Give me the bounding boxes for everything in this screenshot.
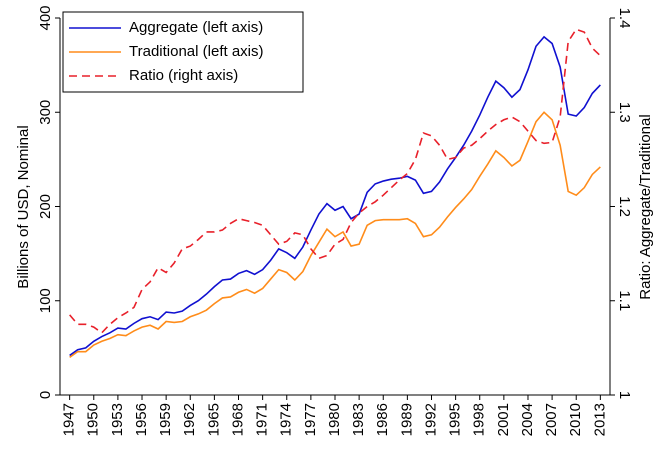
y-tick-label: 200 [37, 194, 54, 219]
y2-tick-label: 1.2 [616, 196, 633, 217]
legend-label: Ratio (right axis) [129, 67, 238, 84]
x-tick-label: 1968 [229, 403, 246, 436]
x-tick-label: 1950 [85, 403, 102, 436]
x-tick-label: 1947 [61, 403, 78, 436]
legend-label: Aggregate (left axis) [129, 19, 263, 36]
x-tick-label: 1983 [350, 403, 367, 436]
series-line [69, 111, 601, 358]
x-tick-label: 1965 [205, 403, 222, 436]
x-tick-label: 1977 [302, 403, 319, 436]
y-tick-label: 0 [37, 391, 54, 399]
x-tick-label: 2001 [495, 403, 512, 436]
y2-tick-label: 1.3 [616, 102, 633, 123]
x-tick-label: 2004 [519, 403, 536, 436]
x-tick-label: 1992 [422, 403, 439, 436]
y-tick-label: 100 [37, 288, 54, 313]
x-tick-label: 1959 [157, 403, 174, 436]
x-tick-label: 1986 [374, 403, 391, 436]
x-tick-label: 1995 [447, 403, 464, 436]
x-tick-label: 1956 [133, 403, 150, 436]
x-tick-label: 1962 [181, 403, 198, 436]
series-line [69, 35, 601, 357]
x-tick-label: 2007 [543, 403, 560, 436]
x-tick-label: 1974 [278, 403, 295, 436]
x-tick-label: 2010 [567, 403, 584, 436]
y-tick-label: 300 [37, 100, 54, 125]
x-tick-label: 2013 [591, 403, 608, 436]
x-tick-label: 1971 [254, 403, 271, 436]
y-axis-title: Billions of USD, Nominal [15, 125, 32, 288]
x-tick-label: 1989 [398, 403, 415, 436]
x-tick-label: 1980 [326, 403, 343, 436]
y2-tick-label: 1.4 [616, 8, 633, 29]
x-tick-label: 1998 [471, 403, 488, 436]
y-tick-label: 400 [37, 5, 54, 30]
y2-axis-title: Ratio: Aggregate/Traditional [637, 114, 654, 299]
x-tick-label: 1953 [109, 403, 126, 436]
y2-tick-label: 1.1 [616, 290, 633, 311]
y2-tick-label: 1 [616, 391, 633, 399]
legend-label: Traditional (left axis) [129, 43, 264, 60]
